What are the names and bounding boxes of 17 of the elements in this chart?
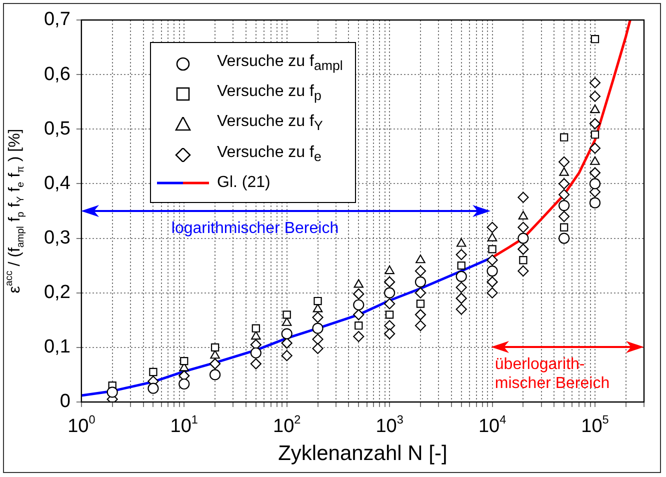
legend-label: Versuche zu f$_{ampl}$: [217, 52, 343, 76]
legend-label: Versuche zu f$_{e}$: [217, 142, 322, 166]
text: εacc / (fampl fp fY fe fπ ) [%]: [4, 128, 26, 294]
y-tick-label: 0,2: [44, 282, 70, 304]
y-tick-label: 0,4: [44, 172, 71, 194]
legend-label: Versuche zu f$_{Y}$: [217, 112, 323, 136]
legend-label: Gl. (21): [217, 172, 270, 193]
annotation: logarithmischer Bereich: [171, 219, 340, 238]
y-tick-label: 0,3: [44, 228, 70, 249]
y-tick-label: 0,6: [44, 64, 70, 85]
annotation: überlogarith-mischer Bereich: [494, 355, 611, 394]
y-tick-label: 0,5: [44, 118, 70, 140]
y-tick-label: 0,7: [44, 9, 70, 30]
y-tick-label: 0,1: [44, 336, 70, 358]
x-axis-title: Zyklenanzahl N [-]: [278, 442, 448, 466]
y-tick-label: 0: [60, 391, 70, 412]
legend-label: Versuche zu f$_{p}$: [217, 82, 322, 106]
